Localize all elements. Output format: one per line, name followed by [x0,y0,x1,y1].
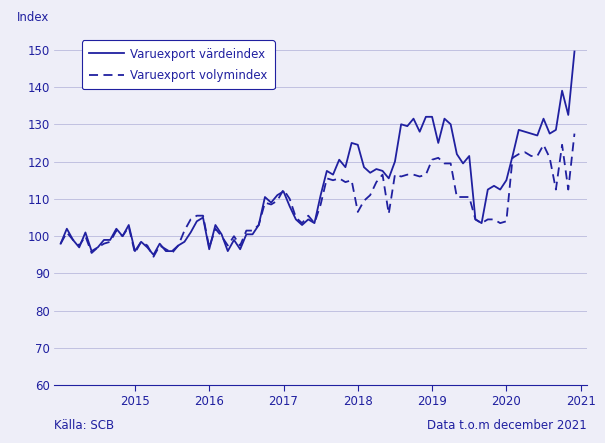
Varuexport volymindex [63,230,70,235]
Varuexport värdeindex [571,49,578,54]
Text: Index: Index [17,11,50,24]
Varuexport värdeindex [63,226,70,231]
Varuexport volymindex [571,131,578,136]
Legend: Varuexport värdeindex, Varuexport volymindex: Varuexport värdeindex, Varuexport volymi… [82,40,275,89]
Varuexport värdeindex [57,241,64,246]
Varuexport volymindex [317,202,324,207]
Varuexport värdeindex [478,221,485,226]
Varuexport volymindex [150,254,157,259]
Varuexport volymindex [88,250,95,256]
Varuexport värdeindex [150,252,157,257]
Varuexport värdeindex [453,152,460,157]
Varuexport volymindex [57,241,64,246]
Varuexport värdeindex [292,217,299,222]
Varuexport värdeindex [88,249,95,254]
Varuexport volymindex [453,194,460,200]
Varuexport volymindex [292,215,299,220]
Line: Varuexport värdeindex: Varuexport värdeindex [60,51,575,255]
Text: Källa: SCB: Källa: SCB [54,419,114,432]
Varuexport värdeindex [317,193,324,198]
Varuexport volymindex [478,221,485,226]
Line: Varuexport volymindex: Varuexport volymindex [60,134,575,256]
Text: Data t.o.m december 2021: Data t.o.m december 2021 [427,419,587,432]
